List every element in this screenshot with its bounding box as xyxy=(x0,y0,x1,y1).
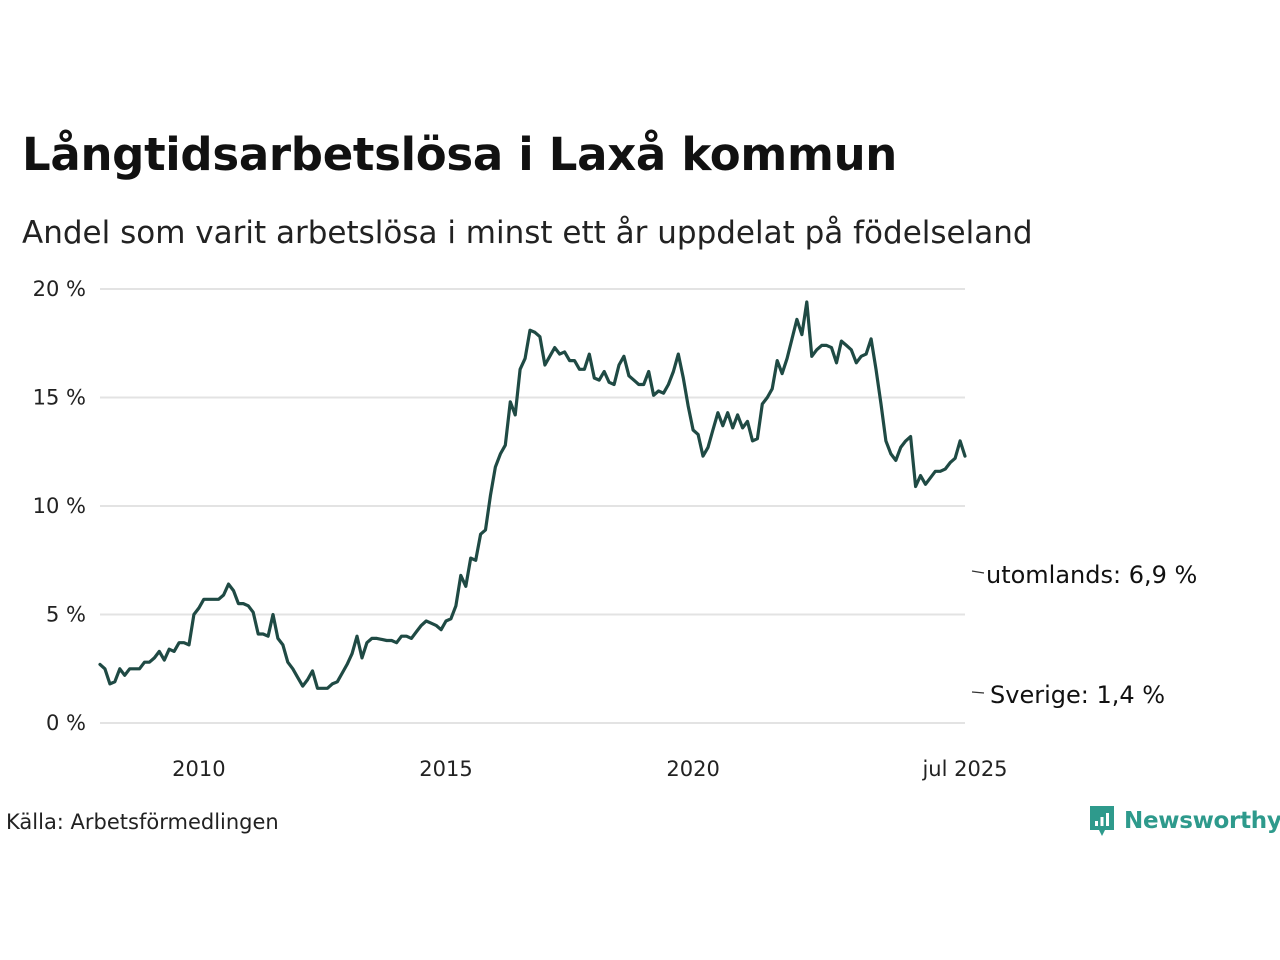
x-tick-label: 2020 xyxy=(666,757,719,781)
chart-title: Långtidsarbetslösa i Laxå kommun xyxy=(22,128,898,181)
chart-subtitle: Andel som varit arbetslösa i minst ett å… xyxy=(22,215,1033,251)
y-tick-label: 5 % xyxy=(46,603,86,627)
end-label-connector xyxy=(971,570,985,574)
series-line-utomlands xyxy=(98,300,967,690)
y-tick-label: 10 % xyxy=(33,494,86,518)
y-tick-label: 15 % xyxy=(33,386,86,410)
y-tick-label: 20 % xyxy=(33,277,86,301)
x-tick-label: 2010 xyxy=(172,757,225,781)
x-tick-label: 2015 xyxy=(419,757,472,781)
brand-logo[interactable]: Newsworthy xyxy=(1088,804,1280,838)
brand-name: Newsworthy xyxy=(1124,808,1280,834)
end-label-utomlands: utomlands: 6,9 % xyxy=(986,561,1197,589)
end-label-sverige: Sverige: 1,4 % xyxy=(990,681,1165,709)
end-label-connector xyxy=(971,691,985,694)
x-tick-label: jul 2025 xyxy=(921,757,1007,781)
source-note: Källa: Arbetsförmedlingen xyxy=(6,810,279,834)
newsworthy-logo-icon xyxy=(1090,806,1114,836)
y-tick-label: 0 % xyxy=(46,711,86,735)
